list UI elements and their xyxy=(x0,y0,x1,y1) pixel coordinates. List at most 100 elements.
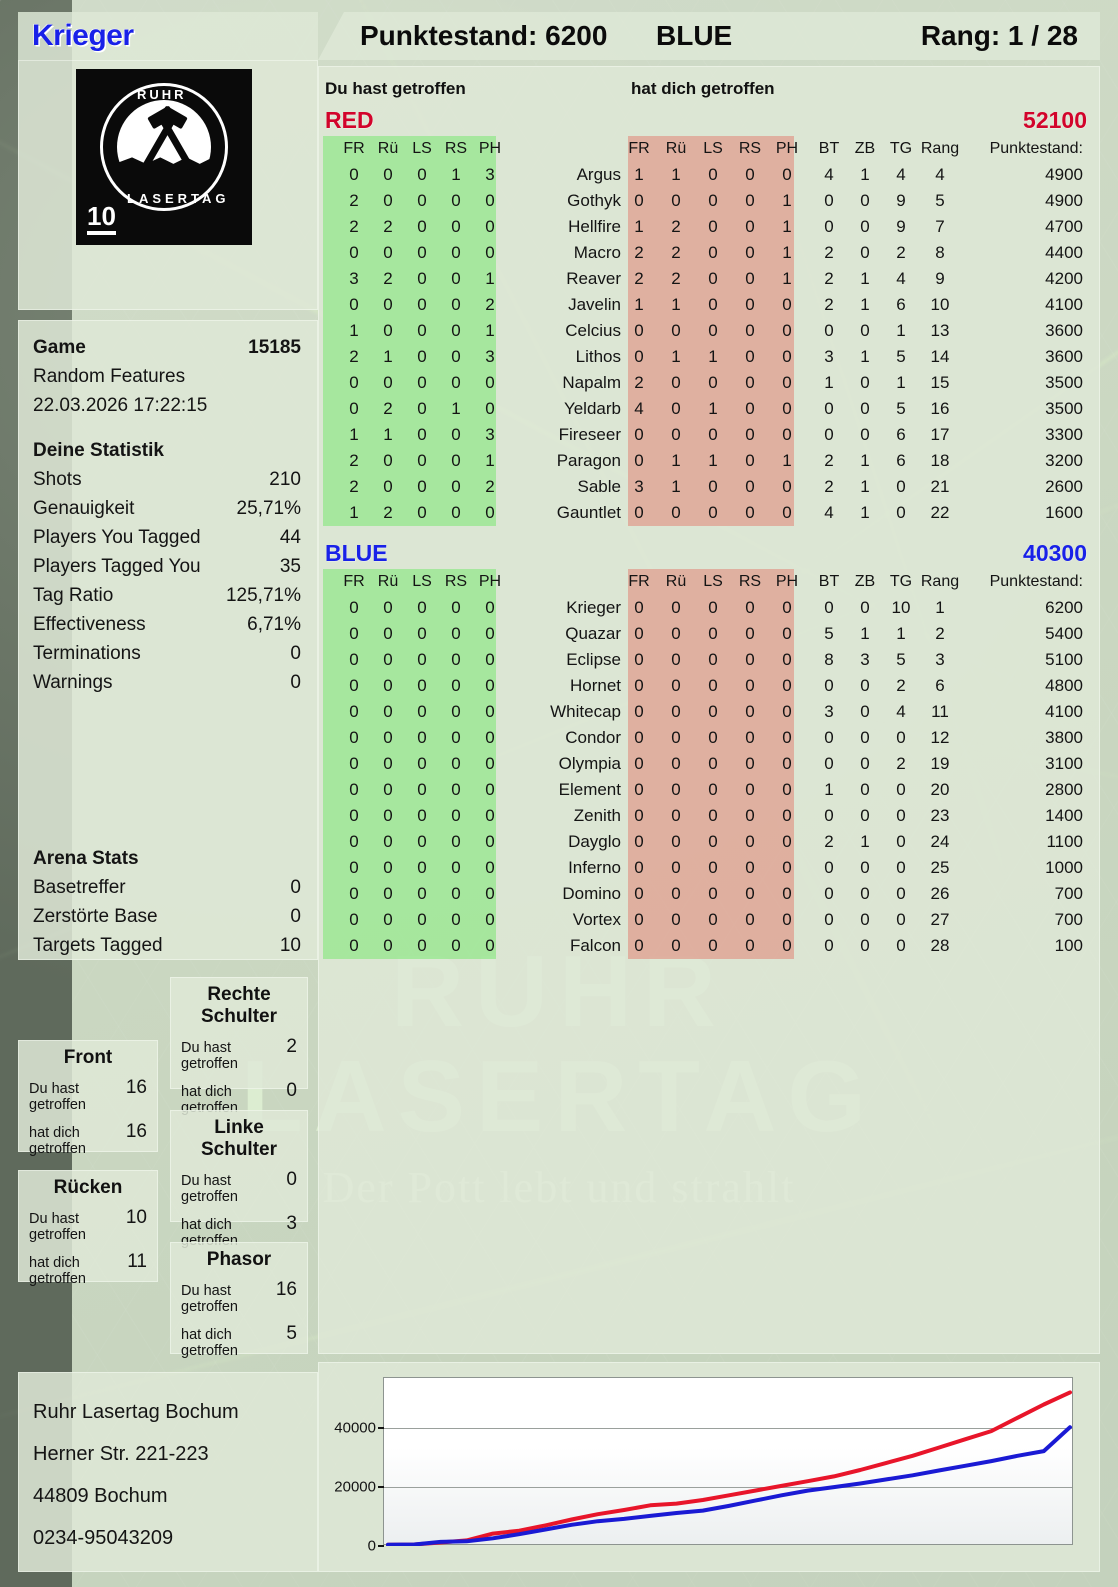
cell-hit: 0 xyxy=(417,936,427,955)
cell-score: 3500 xyxy=(1045,373,1083,392)
zone-hit-row: Du hast getroffen 16 xyxy=(29,1077,147,1113)
cell-hit: 0 xyxy=(417,728,427,747)
cell-hit: 0 xyxy=(383,676,393,695)
cell-hit: 0 xyxy=(485,399,495,418)
cell-bt: 0 xyxy=(824,910,834,929)
team-name-red: RED xyxy=(325,107,374,133)
cell-gothit: 0 xyxy=(745,425,755,444)
cell-gothit: 0 xyxy=(745,451,755,470)
zone-title: Phasor xyxy=(206,1249,272,1270)
cell-gothit: 0 xyxy=(708,217,718,236)
cell-hit: 0 xyxy=(451,780,461,799)
zone-title: Front xyxy=(63,1047,113,1068)
cell-gothit: 0 xyxy=(634,451,644,470)
player-name: Eclipse xyxy=(566,650,621,669)
cell-zb: 0 xyxy=(860,191,870,210)
cell-score: 3600 xyxy=(1045,321,1083,340)
zone-gothit-value: 5 xyxy=(286,1323,297,1344)
cell-gothit: 2 xyxy=(634,269,644,288)
cell-hit: 0 xyxy=(417,243,427,262)
cell-gothit: 0 xyxy=(708,806,718,825)
cell-hit: 1 xyxy=(383,347,393,366)
cell-gothit: 0 xyxy=(634,780,644,799)
your-stats-title-label: Deine Statistik xyxy=(33,440,164,461)
cell-gothit: 1 xyxy=(782,217,792,236)
cell-hit: 0 xyxy=(485,910,495,929)
col-header-gothit-FR: FR xyxy=(628,140,650,157)
cell-rang: 16 xyxy=(930,399,950,418)
cell-hit: 0 xyxy=(417,321,427,340)
stat-label: Terminations xyxy=(33,643,141,664)
cell-bt: 2 xyxy=(824,295,834,314)
stat-label: Tag Ratio xyxy=(33,585,114,606)
cell-gothit: 0 xyxy=(671,702,681,721)
cell-gothit: 0 xyxy=(782,832,792,851)
col-header-gothit-RS: RS xyxy=(738,140,762,157)
cell-gothit: 0 xyxy=(634,702,644,721)
cell-zb: 0 xyxy=(860,754,870,773)
cell-hit: 0 xyxy=(383,165,393,184)
cell-gothit: 0 xyxy=(634,936,644,955)
cell-hit: 0 xyxy=(349,399,359,418)
chart-y-tick-label: 0 xyxy=(367,1537,376,1555)
cell-gothit: 0 xyxy=(708,295,718,314)
cell-gothit: 0 xyxy=(708,728,718,747)
cell-hit: 0 xyxy=(349,624,359,643)
stat-label: Warnings xyxy=(33,672,113,693)
cell-tg: 10 xyxy=(891,598,911,617)
cell-gothit: 0 xyxy=(671,780,681,799)
cell-zb: 0 xyxy=(860,321,870,340)
cell-gothit: 1 xyxy=(782,243,792,262)
cell-bt: 0 xyxy=(824,858,834,877)
cell-gothit: 0 xyxy=(708,754,718,773)
cell-tg: 2 xyxy=(896,243,906,262)
cell-hit: 0 xyxy=(451,910,461,929)
cell-gothit: 0 xyxy=(671,676,681,695)
cell-gothit: 0 xyxy=(745,702,755,721)
cell-gothit: 0 xyxy=(708,425,718,444)
arena-stat-value: 0 xyxy=(290,906,301,927)
cell-gothit: 0 xyxy=(745,321,755,340)
cell-hit: 0 xyxy=(485,702,495,721)
cell-zb: 1 xyxy=(860,347,870,366)
cell-hit: 0 xyxy=(485,728,495,747)
cell-hit: 0 xyxy=(451,936,461,955)
cell-zb: 0 xyxy=(860,910,870,929)
cell-hit: 0 xyxy=(485,806,495,825)
cell-hit: 0 xyxy=(383,806,393,825)
cell-hit: 0 xyxy=(383,477,393,496)
col-header-gothit-Rü: Rü xyxy=(665,140,687,157)
cell-gothit: 0 xyxy=(634,676,644,695)
player-name: Vortex xyxy=(572,910,621,929)
scoreboard-panel: Du hast getroffen hat dich getroffen RED 52… xyxy=(318,66,1100,1354)
player-name: Hellfire xyxy=(568,217,621,236)
cell-hit: 0 xyxy=(417,806,427,825)
cell-gothit: 0 xyxy=(782,910,792,929)
player-name: Inferno xyxy=(568,858,621,877)
col-header-Rang: Rang xyxy=(920,140,960,157)
cell-hit: 0 xyxy=(417,295,427,314)
cell-score: 3100 xyxy=(1045,754,1083,773)
cell-score: 700 xyxy=(1054,884,1083,903)
zone-card-phasor: Phasor Du hast getroffen 16 hat dich get… xyxy=(170,1242,308,1359)
gothit-columns-band xyxy=(628,569,794,959)
cell-rang: 10 xyxy=(930,295,950,314)
cell-score: 4400 xyxy=(1045,243,1083,262)
cell-hit: 1 xyxy=(485,269,495,288)
stat-row: Genauigkeit 25,71% xyxy=(33,494,301,523)
cell-score: 4800 xyxy=(1045,676,1083,695)
cell-hit: 0 xyxy=(383,728,393,747)
player-name: Reaver xyxy=(566,269,621,288)
cell-hit: 2 xyxy=(349,217,359,236)
cell-gothit: 2 xyxy=(634,243,644,262)
cell-tg: 0 xyxy=(896,884,906,903)
cell-gothit: 0 xyxy=(745,806,755,825)
cell-score: 4100 xyxy=(1045,295,1083,314)
cell-bt: 3 xyxy=(824,702,834,721)
cell-gothit: 0 xyxy=(745,217,755,236)
cell-gothit: 2 xyxy=(671,269,681,288)
cell-gothit: 1 xyxy=(671,451,681,470)
cell-score: 700 xyxy=(1054,910,1083,929)
cell-hit: 0 xyxy=(383,624,393,643)
cell-tg: 1 xyxy=(896,321,906,340)
